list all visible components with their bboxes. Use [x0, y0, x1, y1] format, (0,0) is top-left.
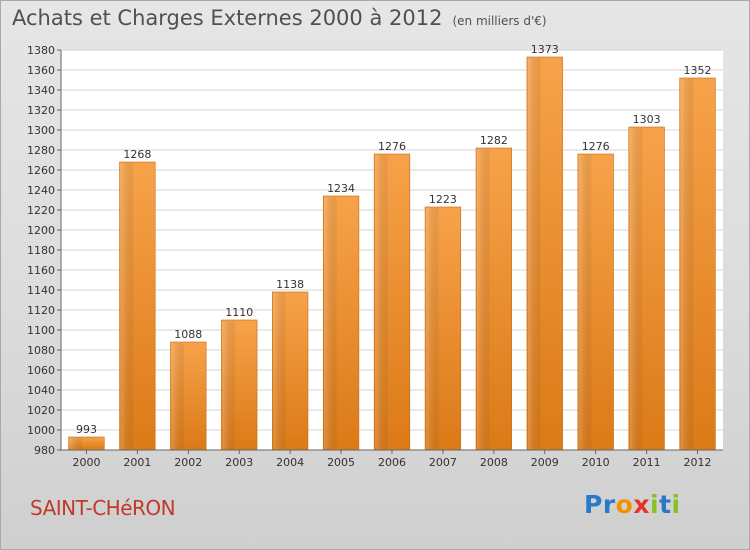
y-tick-label: 1260: [27, 164, 55, 177]
logo-letter: r: [602, 490, 616, 519]
y-tick-label: 1080: [27, 344, 55, 357]
x-tick-label-2009: 2009: [531, 456, 559, 469]
value-label-2008: 1282: [480, 134, 508, 147]
value-label-2009: 1373: [531, 43, 559, 56]
bar-highlight: [426, 208, 439, 449]
y-axis: 980 1000 1020 1040 1060 1080 1100 1120 1140 1160 1…: [27, 44, 62, 457]
y-tick-label: 1000: [27, 424, 55, 437]
x-tick-label-2010: 2010: [582, 456, 610, 469]
y-tick-label: 1360: [27, 64, 55, 77]
y-tick-label: 1180: [27, 244, 55, 257]
x-tick-label-2003: 2003: [225, 456, 253, 469]
bar-highlight: [527, 58, 541, 449]
value-label-2005: 1234: [327, 182, 355, 195]
value-label-2002: 1088: [174, 328, 202, 341]
bar-highlight: [477, 149, 490, 449]
y-tick-label: 1060: [27, 364, 55, 377]
bar-highlight: [324, 197, 337, 449]
x-tick-label-2002: 2002: [174, 456, 202, 469]
y-tick-label: 1100: [27, 324, 55, 337]
chart-title: Achats et Charges Externes 2000 à 2012 (e…: [12, 6, 547, 30]
bar-highlight: [222, 321, 235, 449]
y-tick-label: 1300: [27, 124, 55, 137]
x-tick-label-2005: 2005: [327, 456, 355, 469]
value-label-2003: 1110: [225, 306, 253, 319]
y-tick-label: 1160: [27, 264, 55, 277]
logo-letter: P: [584, 490, 603, 519]
value-label-2007: 1223: [429, 193, 457, 206]
bar-highlight: [69, 438, 83, 449]
value-label-2004: 1138: [276, 278, 304, 291]
y-tick-label: 1380: [27, 44, 55, 57]
bar-highlight: [375, 155, 388, 449]
y-tick-label: 1240: [27, 184, 55, 197]
y-tick-label: 1120: [27, 304, 55, 317]
bar-highlight: [171, 343, 184, 449]
value-labels: 993 1268 1088 1110 1138 1234 1276 1223 1282 1373 1…: [76, 43, 712, 436]
x-axis: 2000 2001 2002 2003 2004 2005 2006 2007 2008 2009…: [61, 449, 723, 469]
y-tick-label: 1020: [27, 404, 55, 417]
x-tick-label-2012: 2012: [684, 456, 712, 469]
y-tick-label: 1140: [27, 284, 55, 297]
y-tick-label: 1320: [27, 104, 55, 117]
x-tick-label-2011: 2011: [633, 456, 661, 469]
x-tick-label-2008: 2008: [480, 456, 508, 469]
x-tick-label-2007: 2007: [429, 456, 457, 469]
x-tick-label-2004: 2004: [276, 456, 304, 469]
value-label-2001: 1268: [123, 148, 151, 161]
value-label-2006: 1276: [378, 140, 406, 153]
bar-highlight: [120, 163, 134, 449]
logo-letter: t: [659, 490, 672, 519]
value-label-2011: 1303: [633, 113, 661, 126]
logo-letter: i: [671, 490, 681, 519]
bar-highlight: [273, 293, 286, 449]
y-tick-label: 1200: [27, 224, 55, 237]
x-tick-label-2001: 2001: [123, 456, 151, 469]
logo-letter: o: [615, 490, 634, 519]
value-label-2012: 1352: [684, 64, 712, 77]
proxiti-logo: Proxiti: [584, 490, 681, 519]
x-tick-label-2006: 2006: [378, 456, 406, 469]
x-tick-label-2000: 2000: [72, 456, 100, 469]
value-label-2000: 993: [76, 423, 97, 436]
y-tick-label: 980: [34, 444, 55, 457]
logo-letter: i: [650, 490, 660, 519]
logo-letter: x: [633, 490, 650, 519]
y-tick-label: 1340: [27, 84, 55, 97]
bar-highlight: [680, 79, 694, 449]
y-tick-label: 1040: [27, 384, 55, 397]
bar-highlight: [629, 128, 643, 449]
chart-title-text: Achats et Charges Externes 2000 à 2012: [12, 6, 443, 30]
chart-unit-label: (en milliers d'€): [452, 14, 547, 28]
y-tick-label: 1220: [27, 204, 55, 217]
bars: [68, 56, 716, 451]
y-tick-label: 1280: [27, 144, 55, 157]
bar-highlight: [578, 155, 592, 449]
city-name: SAINT-CHéRON: [30, 496, 176, 520]
value-label-2010: 1276: [582, 140, 610, 153]
